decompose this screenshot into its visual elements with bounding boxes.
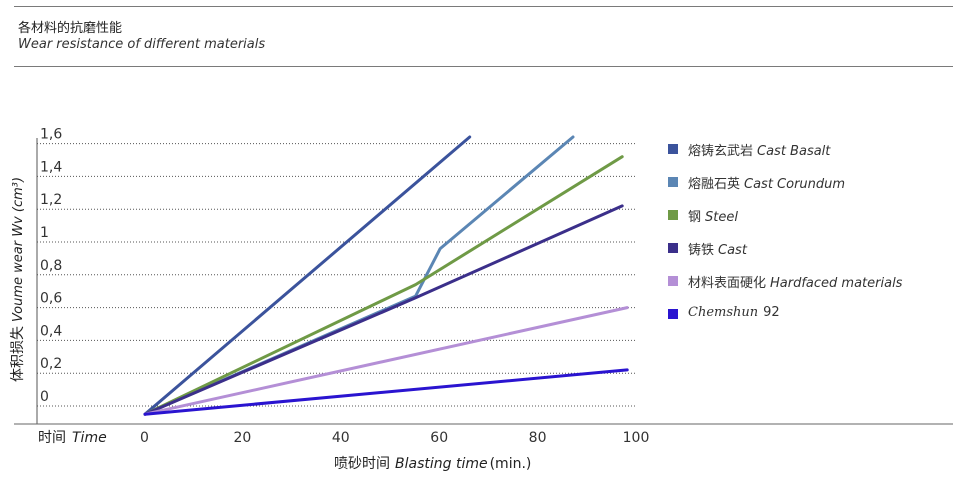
- y-tick-label: 1,4: [40, 159, 62, 175]
- legend-label-en: Steel: [705, 210, 738, 225]
- legend-swatch: [668, 243, 678, 253]
- x-tick-label: 0: [140, 430, 149, 446]
- legend-label-brand: Chemshun: [688, 305, 759, 320]
- x-row-label-cn: 时间: [38, 430, 66, 446]
- series-line-cast-corundum: [143, 135, 575, 416]
- x-axis-label-en: Blasting time: [395, 456, 488, 472]
- legend-swatch: [668, 144, 678, 154]
- x-row-label-en: Time: [72, 430, 107, 446]
- legend-label-en: Hardfaced materials: [770, 276, 903, 291]
- x-tick-label: 20: [233, 430, 251, 446]
- legend-label-cn: 熔铸玄武岩: [688, 144, 754, 159]
- x-tick-label: 60: [430, 430, 448, 446]
- x-axis-label: 喷砂时间 Blasting time (min.): [334, 456, 531, 472]
- x-axis-unit: (min.): [490, 456, 532, 472]
- y-axis-label-cn: 体积损失: [10, 326, 26, 382]
- y-tick-label: 0,6: [40, 291, 62, 307]
- y-tick-label: 1,2: [40, 192, 62, 208]
- y-tick-label: 1,6: [40, 127, 62, 143]
- y-tick-label: 0,4: [40, 323, 62, 339]
- x-tick-label: 80: [529, 430, 547, 446]
- legend-swatch: [668, 210, 678, 220]
- x-row-label: 时间 Time: [38, 430, 107, 446]
- legend-label-cn: 材料表面硬化: [688, 276, 767, 291]
- page-subtitle: Wear resistance of different materials: [18, 37, 266, 52]
- y-tick-label: 1: [40, 225, 49, 241]
- legend-label-cn: 钢: [688, 210, 702, 225]
- x-tick-label: 40: [332, 430, 350, 446]
- legend-label-en: Cast: [718, 243, 747, 258]
- header-rule: [14, 66, 953, 67]
- legend-swatch: [668, 276, 678, 286]
- legend-swatch: [668, 177, 678, 187]
- y-tick-label: 0: [40, 389, 49, 405]
- series-line-cast-basalt: [143, 135, 472, 416]
- series-line-hardfaced: [143, 306, 629, 416]
- legend-label-en: Cast Basalt: [757, 144, 831, 159]
- legend-label-en: Cast Corundum: [744, 177, 846, 192]
- legend-swatch: [668, 309, 678, 319]
- x-axis-label-cn: 喷砂时间: [334, 456, 390, 472]
- y-tick-label: 0,2: [40, 356, 62, 372]
- y-tick-label: 0,8: [40, 258, 62, 274]
- legend-label-cn: 铸铁: [688, 243, 715, 258]
- x-tick-label: 100: [623, 430, 650, 446]
- legend-label-number: 92: [763, 305, 780, 320]
- page-title: 各材料的抗磨性能: [18, 21, 123, 36]
- y-axis-label-en: Voume wear Wv (cm³): [11, 177, 26, 322]
- series-line-cast: [143, 204, 624, 416]
- legend-label-cn: 熔融石英: [688, 177, 741, 192]
- top-rule: [14, 6, 953, 7]
- y-axis-label: 体积损失 Voume wear Wv (cm³): [10, 177, 26, 382]
- series-line-chemshun: [143, 368, 629, 416]
- series-line-steel: [143, 155, 624, 416]
